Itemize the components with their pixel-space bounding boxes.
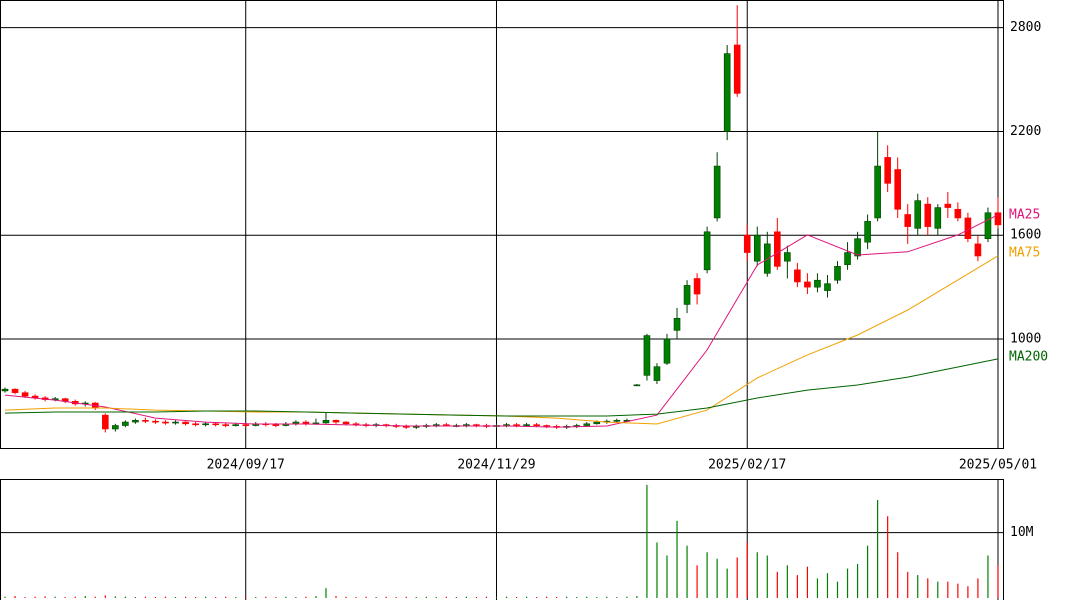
ma-line	[4, 255, 999, 425]
candle-body	[824, 283, 831, 291]
candle-body	[332, 420, 340, 423]
candle-body	[583, 423, 591, 426]
candle-body	[653, 366, 661, 381]
candle-body	[673, 317, 681, 331]
candle-body	[533, 424, 540, 426]
candle-body	[272, 424, 280, 426]
candle-body	[523, 424, 530, 426]
legend-label: MA75	[1009, 246, 1040, 261]
candle-body	[874, 165, 881, 219]
candle-body	[794, 269, 801, 283]
candle-body	[984, 212, 992, 240]
candle-body	[814, 279, 821, 288]
candle-body	[182, 421, 189, 425]
candle-body	[613, 420, 621, 422]
candle-body	[834, 266, 841, 281]
candle-body	[944, 203, 952, 208]
candle-body	[11, 388, 19, 393]
candle-body	[412, 426, 420, 428]
candle-body	[21, 392, 29, 397]
candle-body	[112, 425, 119, 430]
ma-line	[4, 214, 999, 428]
candle-body	[904, 214, 912, 227]
candle-body	[894, 169, 901, 210]
candle-body	[192, 423, 199, 426]
candle-body	[402, 426, 410, 428]
candle-body	[232, 424, 240, 426]
candle-body	[743, 234, 751, 253]
legend-label: MA25	[1009, 208, 1040, 223]
candle-body	[513, 424, 520, 426]
x-tick-label: 2025/02/17	[708, 458, 786, 473]
legend-label: MA200	[1009, 350, 1048, 365]
candle-body	[122, 421, 129, 426]
candle-body	[643, 335, 651, 376]
candle-body	[663, 338, 671, 364]
candle-body	[433, 424, 440, 426]
ma-line	[4, 358, 999, 417]
x-tick-label: 2024/11/29	[457, 458, 535, 473]
candle-body	[443, 424, 450, 426]
candle-body	[884, 157, 891, 184]
candle-body	[753, 234, 761, 262]
candle-body	[222, 424, 229, 426]
x-tick-label: 2025/05/01	[959, 458, 1037, 473]
candle-body	[864, 221, 871, 243]
candle-body	[954, 208, 962, 219]
volume-frame	[0, 479, 1004, 600]
candle-body	[683, 285, 691, 305]
candle-body	[593, 421, 601, 425]
candle-body	[693, 278, 701, 295]
candle-body	[804, 281, 811, 288]
y-tick-label: 10M	[1010, 525, 1034, 540]
candle-body	[503, 424, 510, 426]
candle-body	[1, 388, 9, 392]
candle-body	[342, 421, 350, 425]
candle-body	[924, 203, 932, 227]
candle-body	[142, 420, 149, 422]
candle-body	[242, 424, 250, 426]
candle-body	[132, 420, 139, 423]
candle-body	[172, 421, 179, 424]
price-frame	[0, 0, 1004, 449]
candle-body	[703, 231, 711, 271]
candle-body	[934, 207, 942, 229]
candle-body	[723, 53, 731, 132]
candle-body	[202, 423, 209, 426]
candle-body	[844, 252, 851, 265]
candle-body	[974, 243, 982, 257]
candle-body	[774, 231, 781, 267]
y-tick-label: 2800	[1010, 20, 1041, 35]
candle-body	[162, 421, 169, 424]
y-tick-label: 1000	[1010, 332, 1041, 347]
x-tick-label: 2024/09/17	[207, 458, 285, 473]
candle-body	[784, 252, 791, 262]
candle-body	[473, 424, 480, 426]
candle-body	[994, 212, 1002, 226]
candle-body	[152, 420, 159, 423]
candle-body	[322, 420, 330, 424]
candle-body	[914, 200, 922, 229]
y-tick-label: 1600	[1010, 228, 1041, 243]
candle-body	[633, 384, 641, 387]
candle-body	[713, 165, 721, 219]
y-tick-label: 2200	[1010, 124, 1041, 139]
candle-body	[212, 423, 219, 426]
candle-body	[102, 414, 109, 430]
candle-body	[463, 424, 470, 426]
candle-body	[733, 44, 741, 94]
candle-body	[854, 238, 861, 257]
